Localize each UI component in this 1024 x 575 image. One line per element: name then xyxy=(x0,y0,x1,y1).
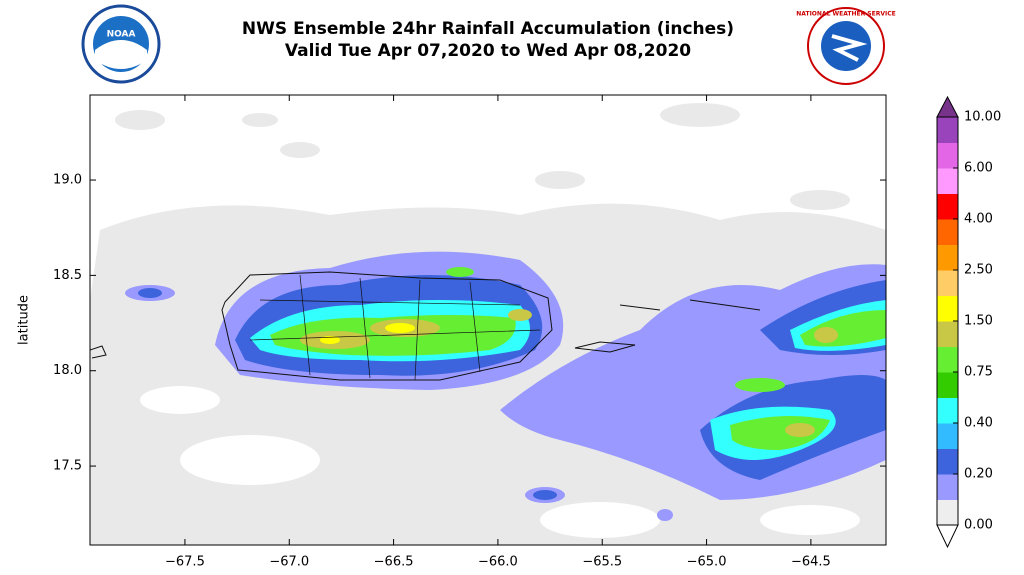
noaa-logo: NOAA xyxy=(81,4,161,84)
noaa-text: NOAA xyxy=(107,30,136,40)
x-tick-label: −67.0 xyxy=(269,555,309,570)
title: NWS Ensemble 24hr Rainfall Accumulation … xyxy=(242,19,734,39)
y-tick-label: 19.0 xyxy=(53,173,82,188)
colorbar-band xyxy=(937,372,958,398)
colorbar-band xyxy=(937,270,958,296)
colorbar-band xyxy=(937,219,958,245)
nws-text: NATIONAL WEATHER SERVICE xyxy=(796,11,895,18)
colorbar-band xyxy=(937,117,958,143)
x-tick-label: −66.0 xyxy=(478,555,518,570)
subtitle: Valid Tue Apr 07,2020 to Wed Apr 08,2020 xyxy=(285,41,691,61)
y-axis-label: latitude xyxy=(17,295,32,345)
colorbar-label: 10.00 xyxy=(964,110,1001,125)
colorbar-label: 1.50 xyxy=(964,314,993,329)
colorbar-label: 0.20 xyxy=(964,467,993,482)
plot-frame xyxy=(89,94,887,546)
colorbar-label: 0.75 xyxy=(964,365,993,380)
x-tick-label: −65.5 xyxy=(582,555,622,570)
x-tick-label: −66.5 xyxy=(374,555,414,570)
axes: −67.5 −67.0 −66.5 −66.0 −65.5 −65.0 −64.5 17.5 1… xyxy=(53,95,886,570)
colorbar-band xyxy=(937,142,958,169)
colorbar-label: 2.50 xyxy=(964,263,993,278)
nws-logo: NATIONAL WEATHER SERVICE xyxy=(796,7,896,85)
colorbar-band xyxy=(937,474,958,500)
colorbar-band xyxy=(937,244,958,271)
colorbar-band xyxy=(937,499,958,526)
colorbar-band xyxy=(937,321,958,347)
colorbar-top xyxy=(936,95,959,118)
x-tick-label: −64.5 xyxy=(791,555,831,570)
colorbar-label: 0.40 xyxy=(964,416,993,431)
colorbar-band xyxy=(937,193,958,220)
y-tick-label: 17.5 xyxy=(53,459,82,474)
rainfall-field xyxy=(90,95,886,545)
colorbar-bottom xyxy=(936,524,959,549)
colorbar-band xyxy=(937,295,958,322)
colorbar-band xyxy=(937,423,958,449)
colorbar-label: 6.00 xyxy=(964,161,993,176)
x-tick-label: −67.5 xyxy=(165,555,205,570)
colorbar-band xyxy=(937,346,958,373)
colorbar-label: 4.00 xyxy=(964,212,993,227)
y-tick-label: 18.0 xyxy=(53,363,82,378)
y-tick-label: 18.5 xyxy=(53,268,82,283)
colorbar-label: 0.00 xyxy=(964,518,993,533)
colorbar-band xyxy=(937,448,958,475)
colorbar-band xyxy=(937,168,958,194)
colorbar: 0.00 0.20 0.40 0.75 1.50 2.50 4.00 6.00 10.00 xyxy=(936,95,1001,549)
x-tick-label: −65.0 xyxy=(687,555,727,570)
colorbar-band xyxy=(937,397,958,424)
